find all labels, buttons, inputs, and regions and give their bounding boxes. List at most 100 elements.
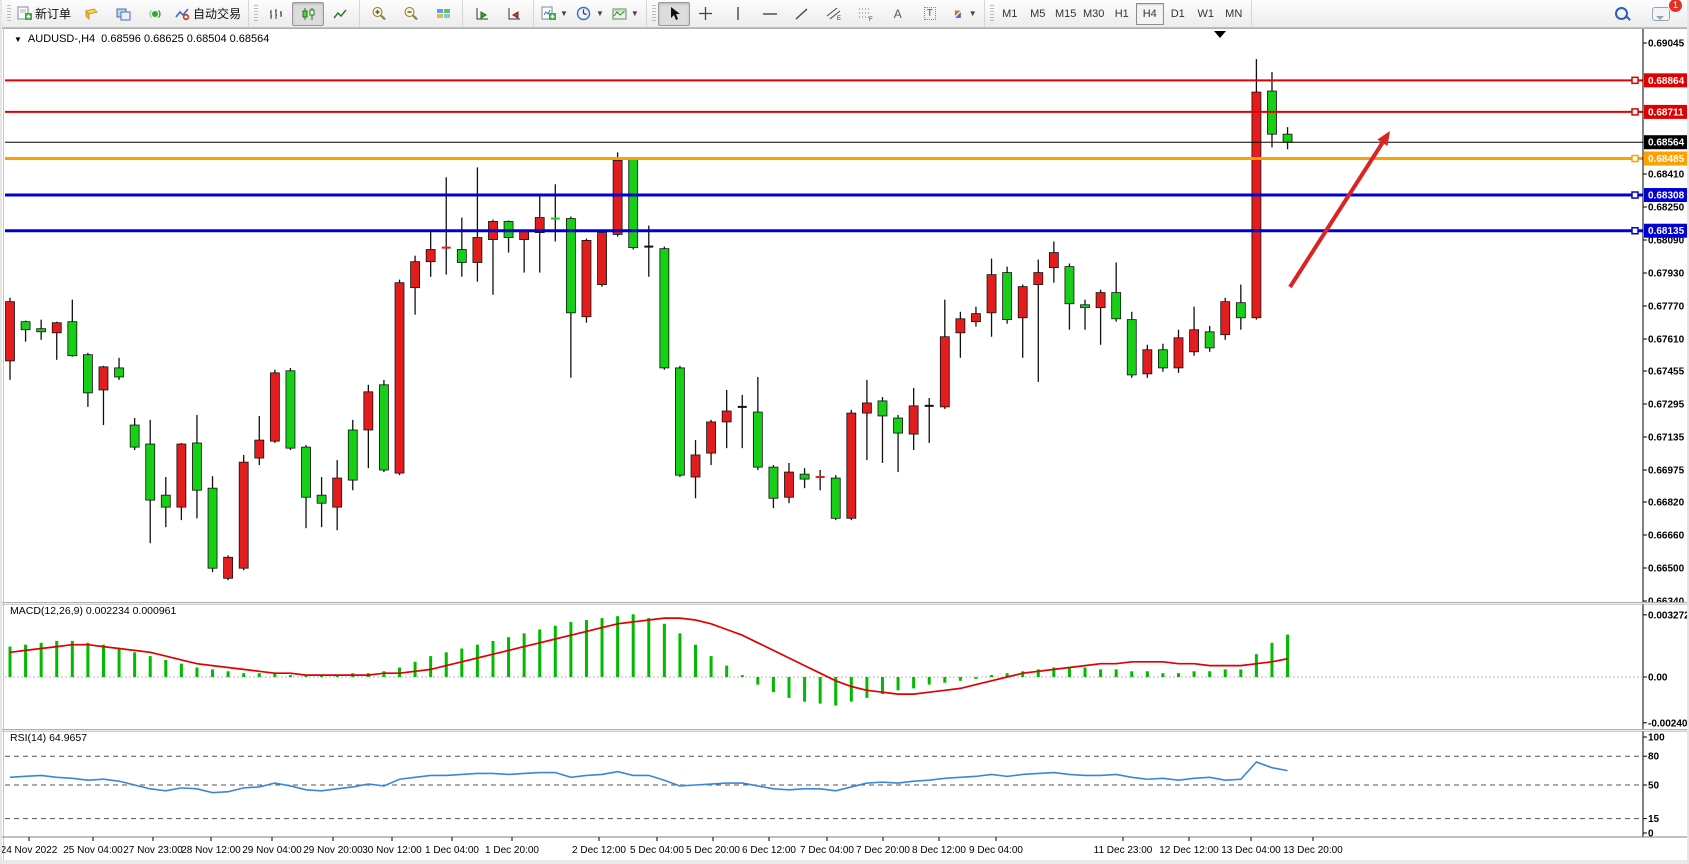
fibonacci-tool-button[interactable]: F: [850, 2, 882, 26]
market-watch-icon: [84, 7, 99, 21]
text-tool-button[interactable]: A: [882, 2, 914, 26]
svg-text:MACD(12,26,9) 0.002234 0.00096: MACD(12,26,9) 0.002234 0.000961: [10, 605, 177, 617]
chart-shift-button[interactable]: [498, 2, 530, 26]
svg-text:25 Nov 04:00: 25 Nov 04:00: [63, 845, 123, 856]
toolbar-group-trade: 新订单 自动交易: [2, 0, 250, 27]
svg-text:0.68485: 0.68485: [1648, 154, 1685, 165]
svg-text:12 Dec 12:00: 12 Dec 12:00: [1159, 845, 1219, 856]
timeframe-m1-button[interactable]: M1: [1002, 7, 1018, 20]
vertical-line-icon: [733, 6, 743, 21]
caret-down-icon: ▼: [630, 9, 639, 18]
toolbar-group-chart-type: [249, 0, 361, 27]
chart-ohlc-header: ▼ AUDUSD-,H4 0.68596 0.68625 0.68504 0.6…: [14, 33, 269, 45]
svg-text:0.66660: 0.66660: [1648, 530, 1685, 541]
timeframe-w1-button[interactable]: W1: [1197, 7, 1214, 20]
timeframe-h4-button[interactable]: H4: [1135, 2, 1164, 25]
chart-canvas[interactable]: 0.69045 0.68410 0.68250 0.68090 0.67930 0.677…: [2, 28, 1689, 864]
notification-badge: 1: [1668, 0, 1683, 13]
svg-text:28 Nov 12:00: 28 Nov 12:00: [181, 845, 241, 856]
svg-text:30 Nov 12:00: 30 Nov 12:00: [362, 845, 422, 856]
svg-text:7 Dec 04:00: 7 Dec 04:00: [800, 845, 854, 856]
svg-text:11 Dec 23:00: 11 Dec 23:00: [1094, 845, 1153, 856]
fibonacci-icon: F: [858, 6, 874, 21]
templates-button[interactable]: ▼: [608, 2, 643, 26]
svg-text:6 Dec 12:00: 6 Dec 12:00: [742, 845, 796, 856]
svg-text:-0.002409: -0.002409: [1648, 718, 1689, 729]
svg-text:0.67295: 0.67295: [1648, 399, 1685, 410]
line-chart-icon: [332, 7, 348, 21]
signals-button[interactable]: [139, 2, 171, 26]
toolbar-group-drawing: E F A T ▼: [647, 0, 985, 27]
crosshair-tool-button[interactable]: [690, 2, 722, 26]
svg-text:0.69045: 0.69045: [1648, 39, 1685, 50]
svg-text:0.00: 0.00: [1648, 673, 1668, 684]
svg-text:E: E: [837, 16, 841, 21]
cursor-tool-button[interactable]: [657, 1, 690, 26]
svg-text:0.66975: 0.66975: [1648, 466, 1685, 477]
bar-chart-button[interactable]: [260, 2, 292, 26]
svg-text:0.66500: 0.66500: [1648, 563, 1685, 574]
svg-text:0.67455: 0.67455: [1648, 366, 1685, 377]
zoom-out-button[interactable]: [395, 2, 427, 26]
toolbar-grip: [651, 4, 656, 23]
periods-button[interactable]: ▼: [572, 2, 608, 26]
toolbar-group-zoom: [360, 0, 464, 27]
chat-button[interactable]: 1: [1645, 0, 1683, 26]
add-indicator-icon: [541, 6, 557, 21]
line-chart-button[interactable]: [324, 2, 356, 26]
channel-tool-button[interactable]: E: [818, 2, 850, 26]
data-window-button[interactable]: [107, 2, 139, 26]
candlestick-chart-button[interactable]: [292, 1, 325, 26]
svg-text:RSI(14) 64.9657: RSI(14) 64.9657: [10, 732, 87, 744]
market-watch-button[interactable]: [75, 2, 107, 26]
svg-text:0.67610: 0.67610: [1648, 335, 1685, 346]
timeframe-mn-button[interactable]: MN: [1225, 7, 1243, 20]
chart-ohlc-values: 0.68596 0.68625 0.68504 0.68564: [101, 33, 270, 45]
candlestick-chart-icon: [301, 7, 316, 21]
add-indicator-button[interactable]: ▼: [537, 2, 572, 26]
search-button[interactable]: [1605, 2, 1637, 26]
signals-icon: [148, 7, 163, 21]
trendline-tool-button[interactable]: [786, 2, 818, 26]
new-order-button[interactable]: 新订单: [13, 2, 75, 26]
caret-down-icon: ▼: [968, 9, 977, 18]
new-order-icon: [17, 6, 32, 21]
chevron-down-icon: ▼: [14, 34, 22, 44]
svg-text:0.67135: 0.67135: [1648, 433, 1685, 444]
toolbar-right: 1: [1605, 0, 1687, 26]
new-order-label: 新订单: [35, 7, 72, 21]
toolbar-group-indicators: ▼ ▼ ▼: [534, 0, 647, 27]
auto-scroll-button[interactable]: [466, 2, 498, 26]
svg-text:15: 15: [1648, 814, 1660, 825]
text-label-icon: T: [923, 7, 936, 20]
timeframe-m15-button[interactable]: M15: [1055, 7, 1077, 20]
text-label-tool-button[interactable]: T: [914, 2, 946, 26]
autotrade-button[interactable]: 自动交易: [171, 2, 245, 26]
svg-text:13 Dec 20:00: 13 Dec 20:00: [1283, 845, 1343, 856]
toolbar-group-timeframes: M1 M5 M15 M30 H1 H4 D1 W1 MN: [985, 0, 1252, 27]
svg-text:0.68308: 0.68308: [1648, 191, 1685, 202]
arrows-tool-button[interactable]: ▼: [946, 2, 981, 26]
chart-area[interactable]: ▼ AUDUSD-,H4 0.68596 0.68625 0.68504 0.6…: [2, 28, 1689, 864]
timeframe-h1-button[interactable]: H1: [1114, 7, 1129, 20]
timeframe-d1-button[interactable]: D1: [1170, 7, 1185, 20]
periods-clock-icon: [576, 6, 592, 21]
window-bottom-edge: [2, 860, 1687, 864]
svg-text:5 Dec 04:00: 5 Dec 04:00: [630, 845, 684, 856]
search-icon: [1614, 7, 1628, 20]
toolbar-grip: [254, 4, 259, 23]
auto-scroll-icon: [475, 7, 490, 21]
svg-text:0.003272: 0.003272: [1648, 610, 1689, 621]
horizontal-line-tool-button[interactable]: [754, 2, 786, 26]
timeframe-m30-button[interactable]: M30: [1083, 7, 1105, 20]
tile-windows-button[interactable]: [427, 2, 459, 26]
zoom-in-button[interactable]: [363, 2, 395, 26]
chart-shift-icon: [507, 7, 522, 21]
data-window-icon: [116, 7, 131, 21]
svg-text:0: 0: [1648, 829, 1654, 840]
timeframe-m5-button[interactable]: M5: [1030, 7, 1046, 20]
autotrade-icon: [175, 7, 190, 21]
vertical-line-tool-button[interactable]: [722, 2, 754, 26]
zoom-out-icon: [403, 6, 419, 21]
